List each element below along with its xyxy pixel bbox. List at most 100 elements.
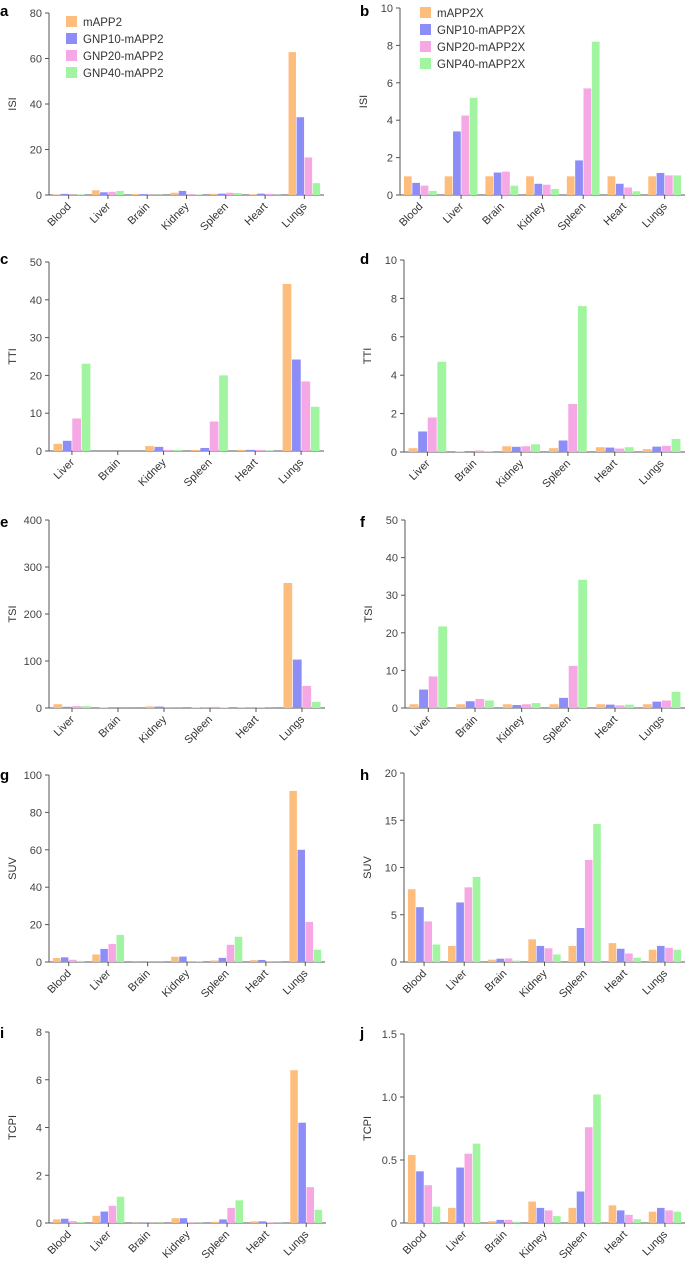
bar-liver-series-3 bbox=[72, 706, 82, 708]
x-tick-label: Liver bbox=[444, 1228, 470, 1254]
panel-letter: j bbox=[359, 1025, 364, 1042]
y-tick-label: 100 bbox=[24, 656, 42, 668]
bar-brain-series-4 bbox=[512, 960, 521, 962]
bar-lungs-series-1 bbox=[648, 949, 657, 962]
y-tick-label: 0 bbox=[36, 703, 42, 715]
bar-heart-series-1 bbox=[607, 176, 616, 195]
panel-letter: i bbox=[0, 1025, 4, 1042]
x-tick-label: Blood bbox=[401, 1229, 429, 1257]
bar-lungs-series-3 bbox=[301, 381, 311, 451]
x-tick-label: Spleen bbox=[199, 968, 232, 1001]
bar-heart-series-3 bbox=[615, 448, 624, 452]
bar-blood-series-3 bbox=[420, 185, 429, 195]
y-tick-label: 10 bbox=[30, 408, 42, 420]
bar-blood-series-4 bbox=[432, 944, 441, 962]
x-tick-label: Heart bbox=[602, 1229, 630, 1257]
y-tick-label: 0 bbox=[36, 1218, 42, 1230]
bar-blood-series-1 bbox=[407, 1154, 416, 1223]
x-tick-label: Spleen bbox=[556, 201, 589, 234]
x-tick-label: Brain bbox=[96, 714, 123, 741]
bar-kidney-series-2 bbox=[154, 706, 164, 708]
bar-spleen-series-1 bbox=[549, 448, 558, 452]
bar-lungs-series-3 bbox=[665, 1210, 673, 1223]
bar-spleen-series-3 bbox=[209, 421, 219, 451]
x-tick-label: Brain bbox=[126, 1229, 153, 1256]
panel-letter: h bbox=[360, 767, 369, 784]
bar-lungs-series-1 bbox=[642, 704, 652, 708]
panel-letter: g bbox=[0, 767, 9, 784]
bar-kidney-series-2 bbox=[534, 183, 543, 195]
bar-heart-series-1 bbox=[236, 449, 246, 451]
x-tick-label: Lungs bbox=[280, 200, 310, 230]
panel-letter: d bbox=[360, 251, 369, 268]
bar-liver-series-2 bbox=[100, 192, 108, 195]
bar-brain-series-4 bbox=[512, 1221, 521, 1223]
x-tick-label: Liver bbox=[407, 457, 433, 483]
y-tick-label: 300 bbox=[24, 562, 42, 574]
bar-liver-series-4 bbox=[437, 361, 447, 452]
x-tick-label: Brain bbox=[126, 201, 153, 228]
bar-lungs-series-2 bbox=[296, 117, 305, 195]
bar-heart-series-1 bbox=[250, 1221, 259, 1223]
bar-brain-series-3 bbox=[474, 450, 484, 452]
x-tick-label: Spleen bbox=[182, 457, 215, 490]
bar-spleen-series-3 bbox=[583, 88, 592, 195]
bar-liver-series-4 bbox=[469, 97, 478, 195]
y-tick-label: 0 bbox=[36, 446, 42, 458]
bar-liver-series-4 bbox=[472, 876, 481, 962]
x-tick-label: Blood bbox=[397, 201, 425, 229]
bar-liver-series-3 bbox=[108, 1205, 117, 1223]
y-tick-label: 2 bbox=[391, 409, 397, 421]
bar-liver-series-2 bbox=[456, 1167, 464, 1223]
bar-heart-series-1 bbox=[249, 194, 257, 195]
bar-kidney-series-2 bbox=[178, 190, 187, 195]
bar-liver-series-3 bbox=[464, 1153, 473, 1223]
bar-blood-series-3 bbox=[424, 921, 432, 962]
bar-heart-series-2 bbox=[615, 183, 624, 195]
y-axis-title: ISI bbox=[358, 95, 370, 108]
bar-lungs-series-3 bbox=[665, 947, 673, 962]
panel-a: a 0 20 40 60 80 ISI Blood Liver Brain Kidney Spleen… bbox=[0, 3, 324, 233]
bar-heart-series-4 bbox=[633, 1219, 641, 1223]
bar-liver-series-4 bbox=[116, 934, 125, 962]
x-tick-label: Kidney bbox=[517, 967, 550, 1000]
y-tick-label: 60 bbox=[30, 54, 42, 66]
bar-liver-series-1 bbox=[53, 704, 63, 708]
bar-lungs-series-2 bbox=[297, 849, 305, 962]
bar-kidney-series-1 bbox=[502, 704, 512, 708]
bar-kidney-series-3 bbox=[544, 1210, 553, 1223]
bar-lungs-series-4 bbox=[311, 701, 321, 708]
bar-spleen-series-1 bbox=[209, 193, 218, 195]
x-tick-label: Kidney bbox=[494, 457, 527, 490]
bar-spleen-series-1 bbox=[568, 945, 577, 962]
bar-spleen-series-1 bbox=[210, 960, 219, 962]
bar-liver-series-4 bbox=[472, 1143, 481, 1223]
bar-lungs-series-4 bbox=[314, 1209, 323, 1223]
x-tick-label: Lungs bbox=[277, 713, 307, 743]
bar-brain-series-2 bbox=[465, 451, 474, 452]
bar-liver-series-2 bbox=[62, 706, 72, 708]
bar-spleen-series-2 bbox=[559, 697, 568, 708]
bar-lungs-series-4 bbox=[673, 1211, 682, 1223]
bar-lungs-series-3 bbox=[662, 700, 671, 708]
bar-brain-series-1 bbox=[488, 959, 496, 962]
bar-lungs-series-1 bbox=[282, 283, 292, 451]
panel-letter: a bbox=[0, 3, 9, 20]
bar-liver-series-1 bbox=[448, 945, 456, 962]
bar-lungs-series-1 bbox=[648, 176, 656, 195]
x-tick-label: Heart bbox=[244, 1229, 272, 1257]
y-tick-label: 0 bbox=[392, 703, 398, 715]
bar-spleen-series-2 bbox=[218, 193, 226, 195]
y-tick-label: 0 bbox=[391, 447, 397, 459]
bar-heart-series-3 bbox=[266, 1222, 275, 1223]
bar-heart-series-2 bbox=[605, 447, 615, 452]
y-tick-label: 0 bbox=[391, 1218, 397, 1230]
panel-f: f 0 10 20 30 40 50 TSI Liver Brain Kidney Spleen Hea… bbox=[360, 514, 685, 746]
bar-brain-series-4 bbox=[484, 700, 494, 708]
legend-label: GNP40-mAPP2X bbox=[437, 59, 526, 71]
bar-heart-series-3 bbox=[255, 449, 265, 451]
x-tick-label: Lungs bbox=[282, 1228, 312, 1258]
y-tick-label: 5 bbox=[391, 910, 397, 922]
bar-kidney-series-3 bbox=[187, 961, 195, 962]
